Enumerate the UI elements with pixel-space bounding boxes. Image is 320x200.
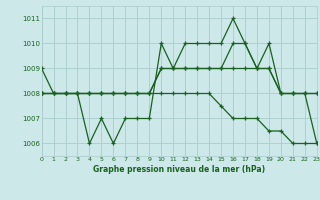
X-axis label: Graphe pression niveau de la mer (hPa): Graphe pression niveau de la mer (hPa) xyxy=(93,165,265,174)
